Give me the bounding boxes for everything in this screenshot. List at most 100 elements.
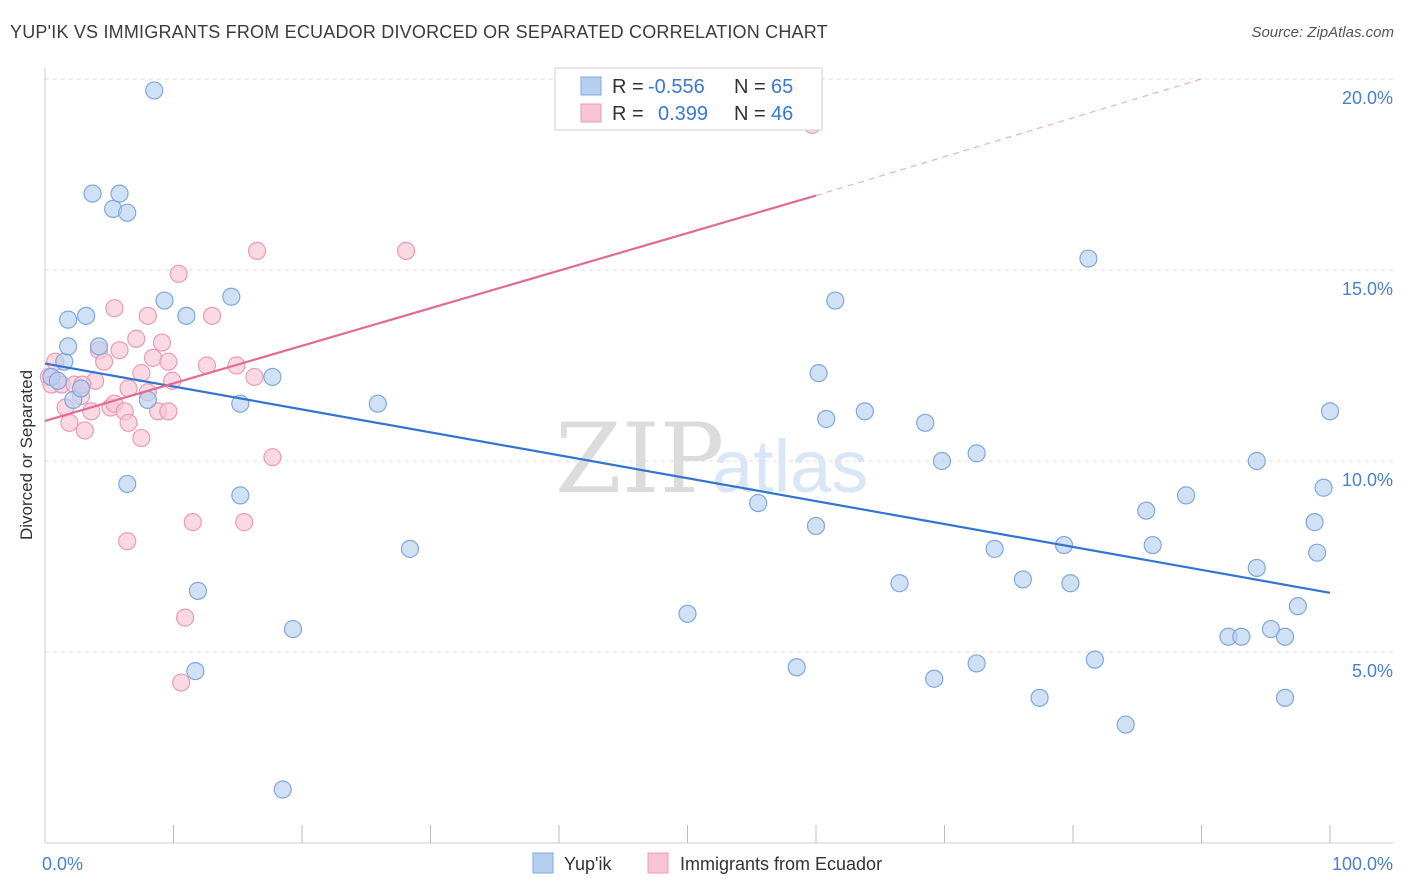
yupik-point-58 [1275,688,1295,707]
legend-n-value-1: 65 [771,76,793,98]
y-tick-label-0: 5.0% [1352,661,1393,681]
ecuador-point-27 [152,333,172,352]
stats-legend: R = -0.556 N = 65 R = 0.399 N = 46 [554,67,823,131]
yupik-point-45 [1061,574,1080,593]
ecuador-point-32 [175,608,195,627]
tick-labels: 5.0% 10.0% 15.0% 20.0% 0.0% 100.0% [42,88,1393,874]
bottom-legend-swatch-ecuador [647,852,669,874]
yupik-point-55 [1247,451,1266,471]
yupik-point-6 [77,306,96,325]
yupik-point-33 [826,291,845,310]
yupik-point-62 [1314,478,1333,497]
yupik-point-60 [1305,513,1324,532]
watermark-atlas: atlas [712,425,868,508]
ecuador-point-5 [60,413,79,432]
yupik-point-39 [967,654,986,673]
x-tick-label-0: 0.0% [42,854,83,874]
yupik-point-23 [273,780,292,799]
legend-r-value-2: 0.399 [658,103,708,125]
series-legend: Yup'ik Immigrants from Ecuador [532,852,882,874]
ecuador-point-22 [132,428,151,448]
yupik-point-38 [932,451,952,471]
yupik-point-64 [48,371,67,390]
legend-n-label-2: N = [734,103,766,125]
trend-line-1 [44,194,817,422]
ecuador-point-31 [169,264,188,283]
yupik-point-47 [1085,650,1104,669]
bottom-legend-swatch-yupik [532,852,554,874]
yupik-point-27 [678,604,697,623]
yupik-point-15 [155,291,174,310]
legend-r-label-1: R = [612,76,644,98]
yupik-point-7 [83,184,102,203]
ecuador-point-33 [183,513,202,532]
yupik-point-34 [855,402,874,421]
ecuador-point-20 [127,329,146,348]
gridlines [45,78,1393,653]
axes [44,68,1393,844]
yupik-point-30 [806,516,826,536]
legend-r-value-1: -0.556 [648,76,705,98]
yupik-point-19 [222,287,241,306]
yupik-point-50 [1143,535,1162,555]
yupik-point-14 [145,81,164,100]
yupik-point-31 [809,364,828,383]
legend-n-label-1: N = [734,76,766,98]
series-yupik-points [42,81,1340,799]
trend-line-0 [44,362,1331,594]
yupik-point-51 [1176,486,1196,505]
chart-title: YUP'IK VS IMMIGRANTS FROM ECUADOR DIVORC… [10,22,828,42]
y-tick-label-3: 20.0% [1342,88,1393,108]
yupik-point-12 [118,203,137,222]
yupik-point-35 [890,574,909,593]
yupik-point-56 [1261,619,1280,639]
trend-extension-1 [815,78,1202,197]
ecuador-point-44 [172,673,191,692]
ecuador-point-18 [119,413,138,432]
yupik-point-3 [59,337,78,356]
yupik-point-54 [1247,558,1266,578]
y-tick-label-2: 15.0% [1342,279,1393,299]
bottom-legend-label-yupik: Yup'ik [564,854,612,874]
yupik-point-59 [1288,597,1307,616]
yupik-point-26 [400,539,420,558]
bottom-legend-label-ecuador: Immigrants from Ecuador [680,854,882,874]
legend-n-value-2: 46 [771,103,793,125]
ecuador-point-29 [159,352,178,371]
yupik-point-40 [967,444,986,463]
legend-swatch-yupik [580,76,602,96]
yupik-point-32 [817,409,836,429]
ecuador-point-16 [110,341,129,360]
source-credit: Source: ZipAtlas.com [1251,24,1394,41]
yupik-point-10 [110,184,129,203]
yupik-point-41 [985,539,1004,558]
yupik-point-24 [283,619,303,639]
yupik-point-42 [1013,570,1032,589]
ecuador-point-24 [138,306,157,325]
yupik-point-43 [1030,688,1049,707]
legend-r-label-2: R = [612,103,644,125]
yupik-point-25 [368,394,387,413]
yupik-point-63 [1320,402,1340,421]
ecuador-point-25 [143,348,163,367]
yupik-point-18 [188,581,208,600]
ecuador-point-41 [396,241,416,260]
ecuador-point-40 [263,448,282,467]
yupik-point-13 [138,390,157,409]
ecuador-point-39 [247,241,267,260]
yupik-point-29 [787,658,806,677]
ecuador-point-43 [118,532,137,551]
ecuador-point-38 [245,367,264,387]
yupik-point-57 [1275,627,1295,646]
ecuador-point-37 [235,513,254,532]
legend-swatch-ecuador [580,103,602,123]
ecuador-point-28 [159,402,178,421]
yupik-point-16 [177,306,196,325]
yupik-point-1 [59,310,78,329]
yupik-point-17 [186,661,205,681]
yupik-point-11 [118,474,137,494]
ecuador-point-35 [202,306,222,325]
yupik-point-48 [1116,715,1135,734]
x-tick-label-1: 100.0% [1332,854,1393,874]
